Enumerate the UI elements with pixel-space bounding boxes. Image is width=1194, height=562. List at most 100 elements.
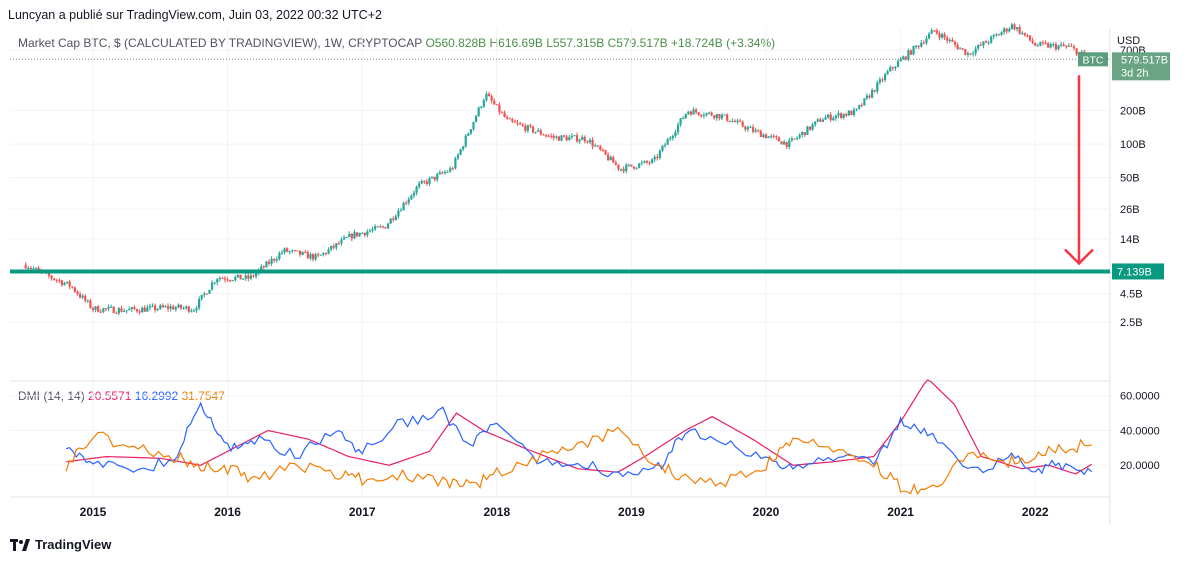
candle-body xyxy=(1026,35,1029,37)
tradingview-logo[interactable]: TradingView xyxy=(10,537,111,552)
candle-body xyxy=(368,230,372,232)
brand-name: TradingView xyxy=(35,537,112,552)
candle-body xyxy=(635,167,638,169)
candle-body xyxy=(568,137,571,141)
candle-body xyxy=(780,141,783,145)
candle-body xyxy=(676,124,680,133)
candle-body xyxy=(607,154,610,161)
candle-body xyxy=(977,44,980,49)
candle-body xyxy=(881,79,884,81)
candle-body xyxy=(218,278,221,280)
candle-body xyxy=(412,192,416,196)
main-legend: Market Cap BTC, $ (CALCULATED BY TRADING… xyxy=(18,36,775,50)
candle-body xyxy=(604,150,607,155)
candle-body xyxy=(449,168,452,172)
candle-body xyxy=(275,259,278,261)
candle-body xyxy=(252,275,255,277)
candle-body xyxy=(420,181,423,184)
candle-body xyxy=(84,295,87,301)
candle-body xyxy=(210,282,214,290)
candle-body xyxy=(350,233,353,239)
candle-body xyxy=(917,45,920,47)
candle-body xyxy=(286,248,289,252)
minus-di-line xyxy=(65,426,1092,496)
candles xyxy=(10,22,1110,316)
candle-body xyxy=(1044,42,1047,44)
candle-body xyxy=(182,307,185,309)
candle-body xyxy=(511,119,514,122)
candle-body xyxy=(503,112,506,118)
candle-body xyxy=(254,273,258,277)
x-tick-label: 2020 xyxy=(753,505,780,519)
candle-body xyxy=(229,280,232,282)
candle-body xyxy=(462,146,465,150)
candle-body xyxy=(1041,42,1045,44)
candle-body xyxy=(581,137,584,140)
candle-body xyxy=(518,123,522,125)
candle-body xyxy=(301,251,304,255)
candle-body xyxy=(200,294,203,299)
candle-body xyxy=(759,130,762,138)
candle-body xyxy=(643,161,646,163)
candle-body xyxy=(433,176,436,180)
candle-body xyxy=(1072,46,1076,49)
candle-body xyxy=(992,35,995,37)
annotation-arrow[interactable] xyxy=(1064,75,1094,266)
candle-body xyxy=(342,237,346,240)
candle-body xyxy=(1000,32,1003,35)
candle-body xyxy=(575,135,579,142)
candle-body xyxy=(819,119,822,122)
candle-body xyxy=(990,36,993,43)
candle-body xyxy=(842,113,845,118)
candle-body xyxy=(524,125,527,131)
candle-body xyxy=(682,118,685,120)
candle-body xyxy=(195,308,198,311)
candle-body xyxy=(956,44,959,50)
candle-body xyxy=(335,243,338,248)
candle-body xyxy=(767,136,770,139)
candle-body xyxy=(899,59,902,62)
candle-body xyxy=(793,138,796,140)
candle-body xyxy=(304,251,307,253)
candle-body xyxy=(164,306,167,308)
candle-body xyxy=(386,223,390,229)
candle-body xyxy=(179,304,183,309)
candle-body xyxy=(863,98,866,106)
candle-body xyxy=(353,232,356,239)
candle-body xyxy=(656,156,659,158)
candle-body xyxy=(943,34,946,38)
candle-body xyxy=(671,135,674,139)
candle-body xyxy=(270,258,273,264)
y-axis-unit: USD xyxy=(1117,35,1140,47)
candle-body xyxy=(423,181,426,183)
candle-body xyxy=(855,108,858,110)
candle-body xyxy=(309,254,312,259)
candle-body xyxy=(371,229,374,231)
candle-body xyxy=(601,149,605,151)
candle-body xyxy=(555,136,558,138)
dmi-y-tick-label: 60.0000 xyxy=(1120,391,1160,403)
candle-body xyxy=(1008,28,1011,32)
candle-body xyxy=(508,118,511,120)
candle-body xyxy=(172,306,175,310)
candle-body xyxy=(829,114,832,121)
candle-body xyxy=(405,202,408,204)
chart-canvas[interactable]: 2015 2016 2017 2018 2019 2020 2021 2022700B200B… xyxy=(0,0,1194,530)
candle-body xyxy=(663,144,667,146)
candle-body xyxy=(89,300,92,308)
candle-body xyxy=(221,278,224,280)
candle-body xyxy=(625,164,628,172)
candle-body xyxy=(687,111,690,114)
candle-body xyxy=(720,114,724,119)
candle-body xyxy=(971,53,975,55)
candle-body xyxy=(467,133,470,136)
candle-body xyxy=(1065,45,1068,47)
candle-body xyxy=(348,233,351,237)
symbol-description[interactable]: Market Cap BTC, $ (CALCULATED BY TRADING… xyxy=(18,36,423,50)
candle-body xyxy=(213,282,216,284)
candle-body xyxy=(242,278,245,280)
candle-body xyxy=(381,226,385,228)
candle-body xyxy=(834,115,837,118)
candle-body xyxy=(27,268,30,270)
candle-body xyxy=(1015,27,1019,30)
